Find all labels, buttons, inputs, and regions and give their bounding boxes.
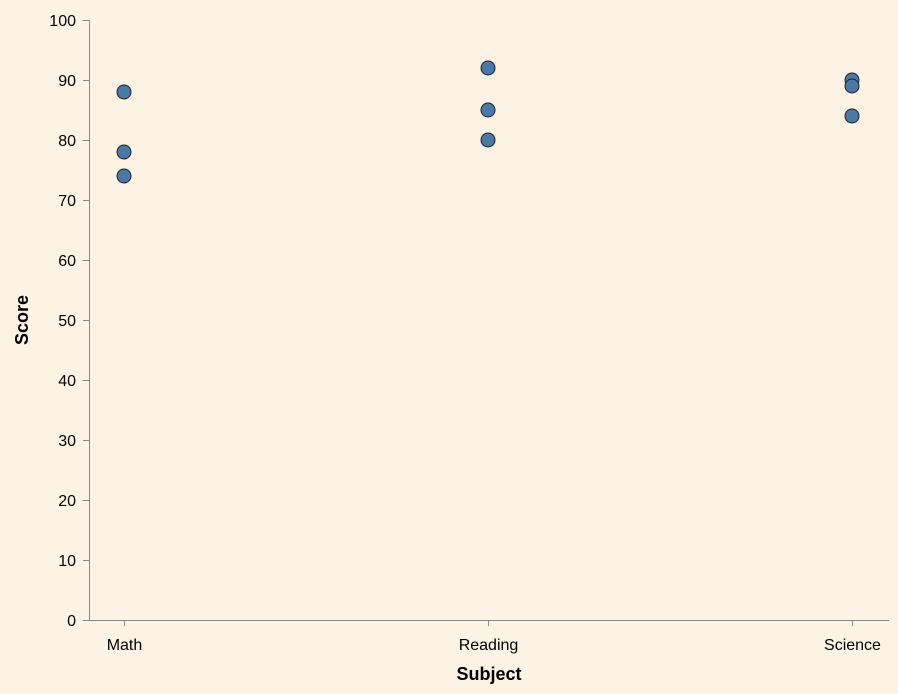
- y-tick-label: 50: [58, 313, 76, 330]
- x-axis-title: Subject: [456, 664, 521, 684]
- data-point: [480, 102, 496, 118]
- y-tick-label: 30: [58, 433, 76, 450]
- y-tick-label: 60: [58, 253, 76, 270]
- x-axis: Math Reading Science: [89, 620, 889, 654]
- data-point: [844, 108, 860, 124]
- y-axis-title: Score: [12, 295, 32, 345]
- x-tick-label: Reading: [459, 637, 519, 654]
- y-axis: 0 10 20 30 40 50 60 70 80 90 100: [49, 13, 90, 630]
- y-tick-label: 10: [58, 553, 76, 570]
- data-point: [116, 84, 132, 100]
- y-tick-label: 20: [58, 493, 76, 510]
- data-point: [116, 144, 132, 160]
- y-tick-label: 100: [49, 13, 76, 30]
- data-point: [480, 60, 496, 76]
- x-tick-label: Math: [107, 637, 143, 654]
- x-tick-label: Science: [824, 637, 881, 654]
- data-point: [116, 168, 132, 184]
- y-tick-label: 40: [58, 373, 76, 390]
- data-point: [844, 78, 860, 94]
- data-point: [480, 132, 496, 148]
- y-tick-label: 80: [58, 133, 76, 150]
- y-tick-label: 70: [58, 193, 76, 210]
- y-tick-label: 90: [58, 73, 76, 90]
- y-tick-label: 0: [67, 613, 76, 630]
- data-points: [116, 60, 860, 184]
